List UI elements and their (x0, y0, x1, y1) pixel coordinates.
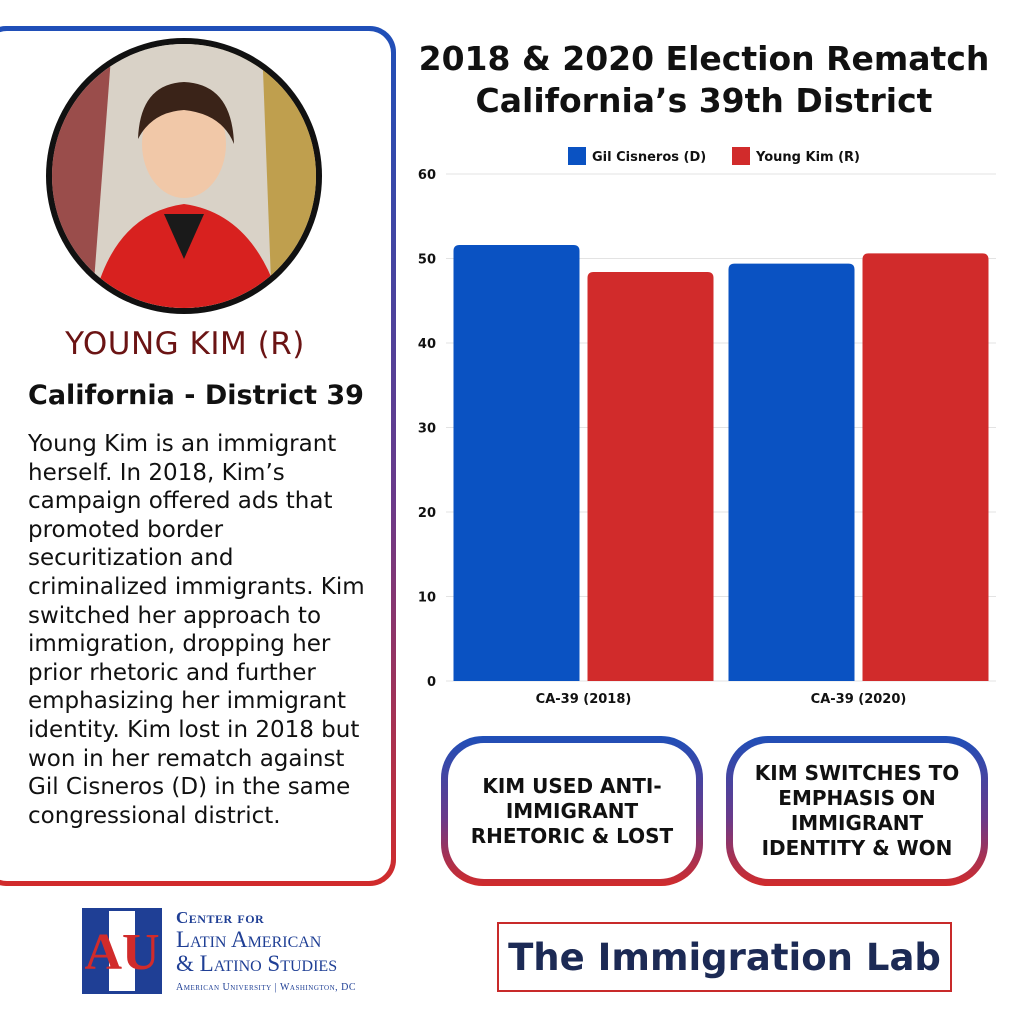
bar-kim-0 (587, 272, 714, 681)
chart-title: 2018 & 2020 Election Rematch (418, 39, 990, 78)
y-tick-label: 60 (418, 168, 436, 183)
legend-swatch (568, 147, 586, 165)
chart-title-block: 2018 & 2020 Election Rematch California’… (404, 38, 1004, 122)
au-logo-mark: AU (85, 911, 159, 991)
legend-swatch (732, 147, 750, 165)
y-tick-label: 20 (418, 506, 436, 521)
profile-description: Young Kim is an immigrant herself. In 20… (28, 431, 365, 829)
callout-2018: KIM USED ANTI-IMMIGRANT RHETORIC & LOST (448, 743, 696, 879)
bar-cisneros-1 (728, 263, 855, 681)
y-tick-label: 10 (418, 591, 436, 606)
callout-2020: KIM SWITCHES TO EMPHASIS ON IMMIGRANT ID… (733, 743, 981, 879)
y-tick-label: 40 (418, 337, 436, 352)
x-tick-label: CA-39 (2018) (536, 692, 632, 707)
immigration-lab-brand: The Immigration Lab (497, 922, 952, 992)
legend-label: Gil Cisneros (D) (592, 150, 706, 165)
chart-subtitle: California’s 39th District (475, 81, 933, 120)
y-tick-label: 30 (418, 422, 436, 437)
y-tick-label: 50 (418, 253, 436, 268)
profile-photo-frame (46, 38, 322, 314)
logo-line-1: Center for (176, 908, 265, 927)
x-tick-label: CA-39 (2020) (811, 692, 907, 707)
logo-line-3: & Latino Studies (176, 951, 338, 976)
logo-line-2: Latin American (176, 927, 322, 952)
portrait-illustration (52, 44, 316, 308)
au-logo: AU (82, 908, 162, 994)
y-tick-label: 0 (427, 675, 436, 690)
callout-2018-frame: KIM USED ANTI-IMMIGRANT RHETORIC & LOST (441, 736, 703, 886)
bar-chart: 0 10 20 30 40 50 60 CA-39 (2018) CA-39 (2020) Gil… (418, 147, 996, 707)
district-heading: California - District 39 (28, 380, 364, 411)
au-logo-letters: AU (85, 924, 159, 981)
bar-cisneros-0 (453, 244, 580, 681)
callout-2020-frame: KIM SWITCHES TO EMPHASIS ON IMMIGRANT ID… (726, 736, 988, 886)
logo-text: Center for Latin American & Latino Studi… (176, 908, 356, 993)
bar-kim-1 (862, 253, 989, 681)
legend-label: Young Kim (R) (755, 150, 860, 165)
candidate-name: YOUNG KIM (R) (65, 326, 305, 362)
profile-photo (52, 44, 316, 308)
logo-line-4: American University | Washington, DC (176, 982, 357, 993)
